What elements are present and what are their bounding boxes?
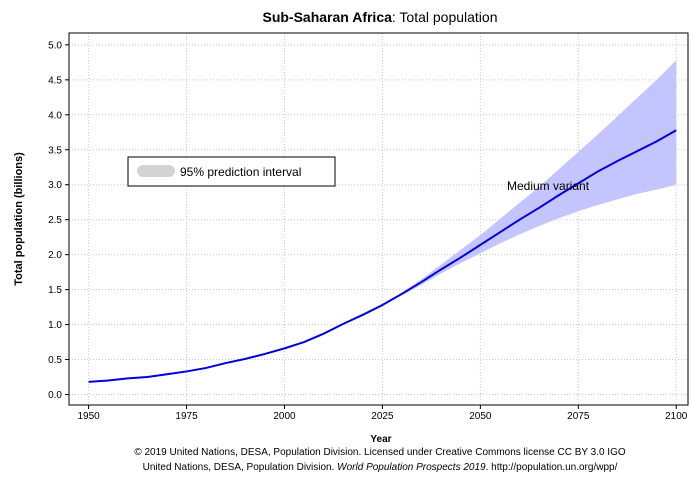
x-tick-label: 2025: [371, 411, 394, 422]
footer-part: . http://population.un.org/wpp/: [486, 462, 618, 473]
y-tick-label: 4.0: [48, 110, 62, 121]
series-label: Medium variant: [507, 179, 590, 193]
title-rest: : Total population: [392, 9, 498, 25]
plot-frame: [68, 32, 689, 406]
y-tick-label: 0.0: [48, 390, 62, 401]
y-tick-label: 5.0: [48, 40, 62, 51]
x-tick-label: 1950: [77, 411, 100, 422]
x-tick-label: 1975: [175, 411, 198, 422]
y-tick-label: 2.5: [48, 215, 62, 226]
x-tick-label: 2100: [665, 411, 688, 422]
x-tick-label: 2075: [567, 411, 590, 422]
x-tick-label: 2000: [273, 411, 296, 422]
legend-label: 95% prediction interval: [180, 165, 301, 179]
y-tick-label: 1.0: [48, 320, 62, 331]
y-axis-label: Total population (billions): [13, 152, 25, 286]
footer-part: World Population Prospects 2019: [337, 462, 486, 473]
title-region: Sub-Saharan Africa: [262, 9, 392, 25]
footer-part: United Nations, DESA, Population Divisio…: [143, 462, 338, 473]
x-tick-label: 2050: [469, 411, 492, 422]
y-tick-label: 2.0: [48, 250, 62, 261]
x-axis-label: Year: [370, 434, 391, 445]
chart-title: Sub-Saharan Africa: Total population: [262, 9, 497, 25]
y-tick-label: 3.0: [48, 180, 62, 191]
y-tick-label: 4.5: [48, 75, 62, 86]
footer: © 2019 United Nations, DESA, Population …: [134, 447, 626, 458]
footer: United Nations, DESA, Population Divisio…: [143, 462, 618, 473]
y-tick-label: 1.5: [48, 285, 62, 296]
y-tick-label: 3.5: [48, 145, 62, 156]
legend-swatch: [137, 165, 175, 177]
series-line: [88, 129, 677, 383]
y-tick-label: 0.5: [48, 355, 62, 366]
prediction-interval: [362, 60, 677, 315]
